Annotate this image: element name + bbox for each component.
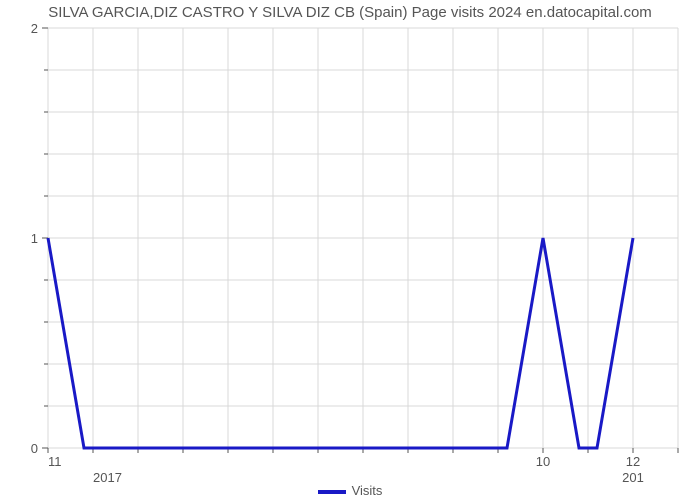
svg-text:11: 11 bbox=[48, 454, 62, 469]
svg-text:2: 2 bbox=[31, 21, 38, 36]
svg-text:10: 10 bbox=[536, 454, 550, 469]
legend-swatch bbox=[318, 490, 346, 494]
svg-text:1: 1 bbox=[31, 231, 38, 246]
chart-container: { "title": "SILVA GARCIA,DIZ CASTRO Y SI… bbox=[0, 0, 700, 500]
svg-text:12: 12 bbox=[626, 454, 640, 469]
chart-title: SILVA GARCIA,DIZ CASTRO Y SILVA DIZ CB (… bbox=[0, 4, 700, 21]
plot-area: 0121110122017201 bbox=[48, 28, 678, 448]
legend-label: Visits bbox=[352, 483, 383, 498]
svg-text:0: 0 bbox=[31, 441, 38, 456]
chart-svg: 0121110122017201 bbox=[48, 28, 678, 496]
legend: Visits bbox=[0, 483, 700, 498]
